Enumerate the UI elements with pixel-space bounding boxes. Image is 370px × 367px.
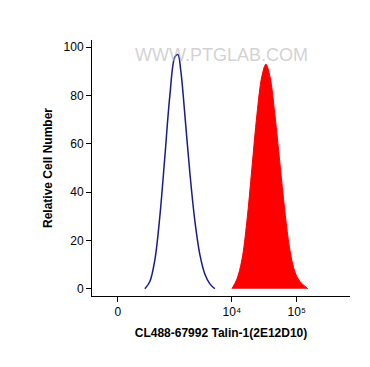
svg-text:Relative Cell Number: Relative Cell Number [41,108,55,228]
svg-text:WWW.PTGLAB.COM: WWW.PTGLAB.COM [135,45,308,65]
svg-text:60: 60 [70,137,84,151]
svg-text:0: 0 [77,282,84,296]
svg-text:20: 20 [70,234,84,248]
svg-text:CL488-67992 Talin-1(2E12D10): CL488-67992 Talin-1(2E12D10) [135,326,308,340]
svg-text:10⁵: 10⁵ [288,305,306,319]
svg-text:0: 0 [115,305,122,319]
svg-text:10⁴: 10⁴ [223,305,242,319]
svg-text:80: 80 [70,89,84,103]
svg-text:40: 40 [70,185,84,199]
svg-text:100: 100 [64,40,84,54]
